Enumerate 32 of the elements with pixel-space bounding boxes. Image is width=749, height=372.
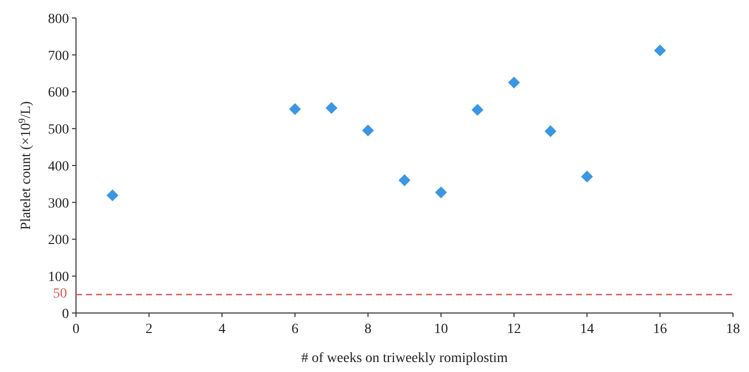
y-tick-label: 600 bbox=[48, 86, 69, 101]
x-tick-label: 4 bbox=[218, 322, 226, 337]
x-axis-title: # of weeks on triweekly romiplostim bbox=[301, 351, 508, 366]
y-tick-label: 100 bbox=[48, 270, 69, 286]
y-tick-label: 300 bbox=[48, 196, 69, 212]
x-tick-label: 18 bbox=[726, 322, 740, 337]
y-tick-label: 400 bbox=[48, 159, 69, 174]
x-tick-label: 2 bbox=[146, 322, 152, 337]
x-tick-label: 6 bbox=[292, 322, 298, 337]
point bbox=[362, 124, 374, 136]
point bbox=[544, 125, 556, 138]
point bbox=[435, 186, 447, 198]
point bbox=[508, 76, 520, 88]
point bbox=[326, 102, 338, 114]
point bbox=[289, 103, 301, 116]
point bbox=[581, 170, 593, 183]
x-tick-label: 0 bbox=[72, 322, 80, 337]
point bbox=[398, 174, 410, 186]
x-tick-label: 16 bbox=[653, 322, 667, 337]
y-tick-label: 800 bbox=[48, 12, 69, 27]
y-tick-label: 700 bbox=[48, 48, 69, 64]
y-tick-label: 500 bbox=[48, 122, 69, 138]
y-tick-label: 0 bbox=[62, 306, 69, 322]
ref-line-label: 50 bbox=[53, 286, 67, 302]
x-tick-label: 12 bbox=[507, 322, 521, 337]
x-tick-label: 14 bbox=[580, 322, 594, 337]
x-tick-label: 8 bbox=[364, 322, 372, 337]
x-tick-label: 10 bbox=[434, 322, 448, 337]
point bbox=[472, 104, 484, 116]
point bbox=[106, 189, 118, 202]
y-tick-label: 200 bbox=[48, 233, 69, 248]
point bbox=[654, 44, 666, 56]
